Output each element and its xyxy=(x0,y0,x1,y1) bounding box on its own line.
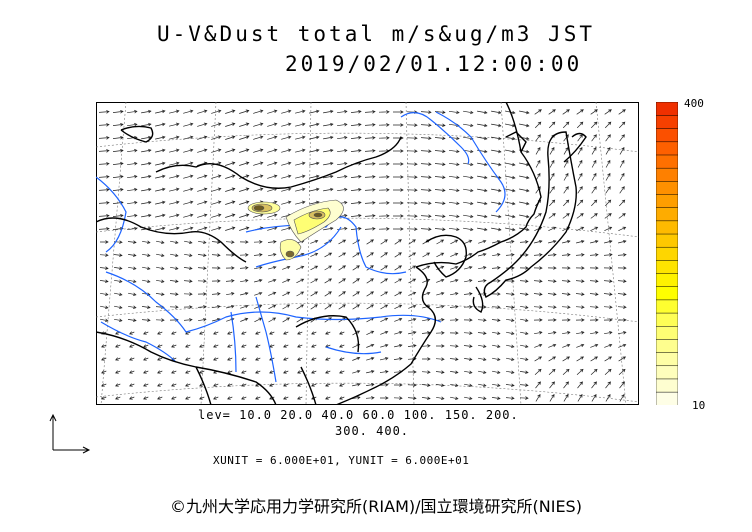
colorbar xyxy=(656,102,678,405)
map-title: U-V&Dust total m/s&ug/m3 JST xyxy=(156,22,595,46)
colorbar-segment xyxy=(656,102,678,116)
colorbar-max-label: 400 xyxy=(684,97,704,110)
map-frame xyxy=(96,102,639,405)
colorbar-segment xyxy=(656,233,678,248)
contour-levels-line1: lev= 10.0 20.0 40.0 60.0 100. 150. 200. xyxy=(198,408,519,422)
colorbar-segment xyxy=(656,299,678,314)
colorbar-segment xyxy=(656,365,678,380)
colorbar-segment xyxy=(656,114,678,129)
vector-units: XUNIT = 6.000E+01, YUNIT = 6.000E+01 xyxy=(213,454,470,467)
map-canvas xyxy=(96,102,639,405)
rivers xyxy=(96,111,506,383)
colorbar-segment xyxy=(656,273,678,287)
colorbar-segment xyxy=(656,141,678,156)
colorbar-segment xyxy=(656,180,678,195)
colorbar-segment xyxy=(656,259,678,274)
colorbar-segment xyxy=(656,167,678,182)
dust-contours xyxy=(247,199,344,261)
contour-levels-line2: 300. 400. xyxy=(335,424,410,438)
wind-arrows xyxy=(98,109,627,402)
colorbar-segment xyxy=(656,338,678,353)
graticule xyxy=(96,102,639,405)
colorbar-segment xyxy=(656,154,678,169)
copyright-footer: ©九州大学応用力学研究所(RIAM)/国立環境研究所(NIES) xyxy=(170,497,582,516)
colorbar-segment xyxy=(656,286,678,301)
coastlines xyxy=(96,102,587,405)
colorbar-segment xyxy=(656,325,678,340)
colorbar-segment xyxy=(656,378,678,393)
reference-axes-icon xyxy=(49,413,91,454)
colorbar-segment xyxy=(656,246,678,261)
colorbar-segment xyxy=(656,128,678,143)
colorbar-min-label: 10 xyxy=(692,399,706,412)
colorbar-segment xyxy=(656,352,678,367)
colorbar-segment xyxy=(656,220,678,235)
colorbar-segment xyxy=(656,193,678,208)
dust-wind-map xyxy=(96,102,639,405)
colorbar-segment xyxy=(656,207,678,222)
wind-vector-field xyxy=(98,109,627,402)
colorbar-segment xyxy=(656,312,678,327)
map-datetime: 2019/02/01.12:00:00 xyxy=(285,52,583,76)
colorbar-segment xyxy=(656,391,678,405)
